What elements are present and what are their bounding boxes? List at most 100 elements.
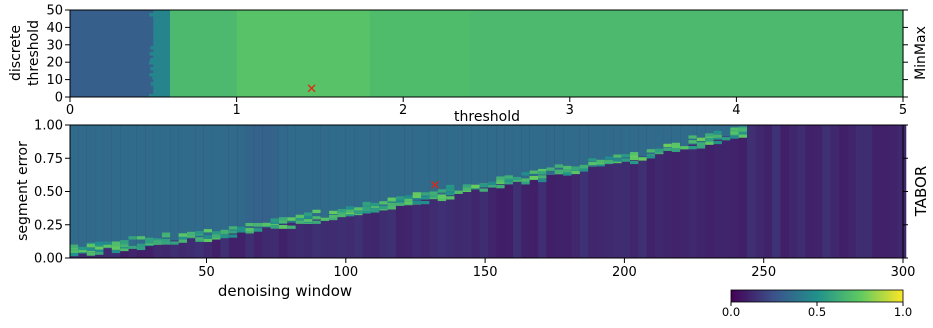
tabor-boundary-cell (329, 210, 338, 215)
tabor-column-high (629, 125, 639, 159)
tabor-boundary-cell (270, 220, 280, 225)
tabor-boundary-cell (487, 181, 497, 186)
tabor-boundary-cell (446, 192, 455, 196)
tabor-column-high (111, 125, 121, 248)
tabor-boundary-cell (212, 231, 221, 235)
tabor-boundary-cell (721, 137, 731, 141)
tabor-boundary-cell (738, 126, 748, 130)
tabor-boundary-cell (270, 225, 280, 229)
tabor-column-high (454, 125, 464, 193)
tabor-column-high (320, 125, 330, 218)
minmax-transition-cell (155, 70, 170, 74)
tabor-boundary-cell (212, 236, 221, 240)
tabor-boundary-cell (78, 248, 88, 253)
colorbar-ticks: 0.0 0.5 1.0 (722, 302, 912, 319)
tabor-x-ticks: 50 100 150 200 250 300 (198, 258, 915, 280)
tabor-boundary-cell (320, 217, 330, 221)
tabor-boundary-cell (738, 134, 748, 138)
tabor-column-low (738, 125, 748, 258)
tabor-boundary-cell (404, 195, 414, 199)
minmax-transition-cell (157, 31, 170, 35)
minmax-region (469, 10, 904, 97)
tabor-column-low (822, 125, 832, 258)
tabor-boundary-cell (538, 168, 547, 173)
tabor-boundary-cell (220, 234, 230, 239)
minmax-transition-cell (154, 88, 170, 92)
colorbar-tick-label: 0.5 (808, 305, 826, 319)
tabor-column-high (529, 125, 539, 179)
tabor-column-high (70, 125, 79, 253)
tabor-column-high (203, 125, 213, 237)
minmax-transition-cell (148, 94, 170, 98)
tabor-y-tick-label: 0.25 (34, 218, 63, 233)
minmax-transition-cell (154, 43, 170, 47)
tabor-boundary-cell (395, 202, 405, 206)
tabor-x-tick-label: 250 (751, 265, 776, 280)
tabor-boundary-cell (153, 240, 163, 244)
tabor-column-high (245, 125, 255, 230)
tabor-boundary-cell (195, 237, 205, 241)
tabor-boundary-cell (688, 135, 698, 139)
tabor-boundary-cell (629, 152, 639, 156)
tabor-boundary-cell (671, 142, 681, 147)
tabor-boundary-cell (563, 168, 572, 173)
tabor-boundary-cell (429, 191, 439, 195)
tabor-column-high (705, 125, 715, 141)
tabor-boundary-cell (696, 145, 706, 149)
tabor-boundary-cell (521, 181, 531, 185)
tabor-boundary-cell (111, 246, 121, 250)
tabor-boundary-cell (178, 239, 188, 243)
tabor-column-high (496, 125, 506, 185)
tabor-boundary-cell (471, 184, 481, 189)
minmax-transition-cell (156, 22, 170, 26)
tabor-boundary-cell (713, 136, 723, 140)
tabor-column-high (287, 125, 297, 223)
tabor-boundary-cell (479, 188, 489, 192)
minmax-transition-cell (149, 73, 170, 77)
minmax-x-tick-label: 4 (732, 103, 740, 118)
tabor-boundary-cell (446, 188, 455, 192)
tabor-column-high (421, 125, 430, 199)
tabor-column-low (563, 125, 572, 258)
tabor-boundary-cell (161, 232, 171, 236)
tabor-boundary-cell (178, 235, 188, 240)
tabor-column-high (370, 125, 380, 209)
tabor-boundary-cell (103, 244, 113, 248)
tabor-column-low (847, 125, 857, 258)
tabor-boundary-cell (86, 247, 96, 252)
tabor-column-low (521, 125, 531, 258)
tabor-column-high (295, 125, 305, 222)
tabor-boundary-cell (278, 220, 288, 224)
tabor-boundary-cell (287, 225, 297, 229)
tabor-y-tick-label: 0.00 (34, 252, 63, 267)
tabor-column-high (638, 125, 648, 157)
tabor-column-low (588, 125, 598, 258)
tabor-boundary-cell (579, 164, 589, 169)
tabor-boundary-cell (421, 192, 430, 196)
tabor-boundary-cell (554, 169, 564, 173)
tabor-column-high (212, 125, 221, 236)
tabor-boundary-cell (696, 142, 706, 146)
tabor-boundary-cell (136, 236, 146, 240)
tabor-boundary-cell (521, 172, 531, 176)
tabor-column-high (621, 125, 631, 161)
tabor-boundary-cell (404, 201, 414, 205)
tabor-x-tick-label: 50 (198, 265, 215, 280)
tabor-y-ticks: 0.00 0.25 0.50 0.75 1.00 (34, 119, 908, 267)
tabor-column-low (655, 125, 664, 258)
minmax-region (70, 10, 154, 97)
tabor-column-high (362, 125, 372, 211)
tabor-column-high (278, 125, 288, 225)
tabor-column-low (780, 125, 790, 258)
tabor-column-high (521, 125, 531, 180)
tabor-column-high (563, 125, 572, 172)
tabor-column-high (354, 125, 364, 212)
tabor-column-high (721, 125, 731, 137)
tabor-boundary-cell (588, 158, 598, 162)
tabor-boundary-cell (111, 249, 121, 254)
tabor-column-high (329, 125, 338, 217)
tabor-boundary-cell (295, 214, 305, 219)
tabor-boundary-cell (437, 197, 447, 202)
tabor-column-low (613, 125, 623, 258)
